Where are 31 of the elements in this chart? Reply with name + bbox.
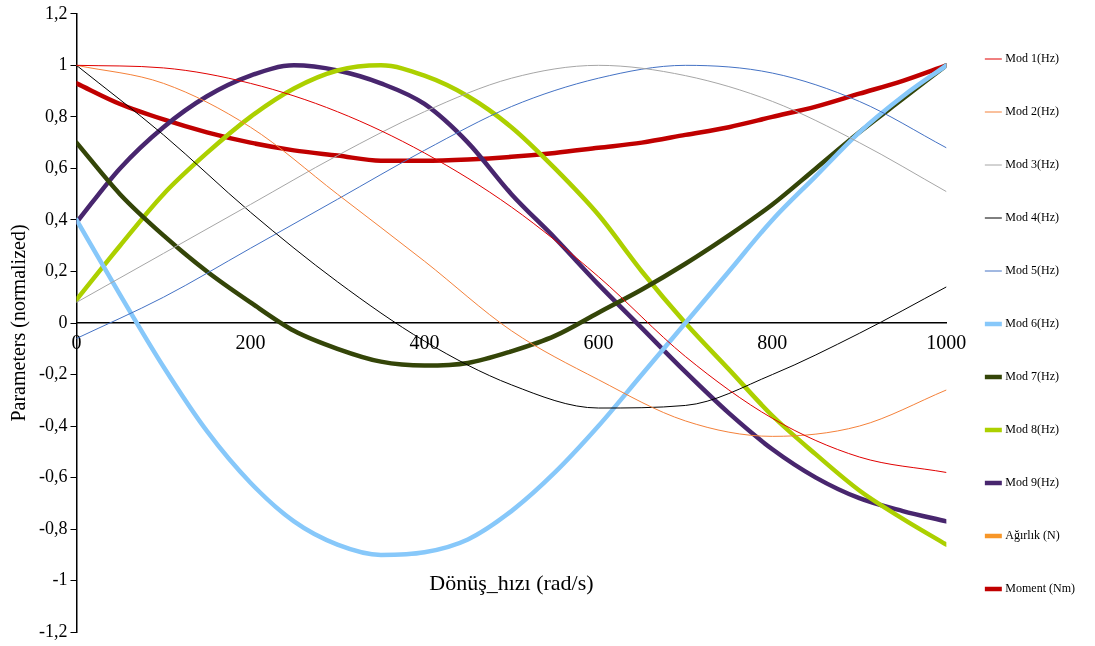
y-tick-label: 1,2 [44, 2, 68, 23]
legend-label: Moment (Nm) [1005, 581, 1075, 596]
x-tick-label: 200 [235, 331, 266, 354]
y-tick-label: -0,2 [38, 363, 68, 384]
y-tick-label: 0 [58, 311, 68, 332]
legend-label: Ağırlık (N) [1005, 528, 1060, 543]
legend-label: Mod 5(Hz) [1005, 263, 1059, 278]
line-series [76, 63, 947, 163]
y-tick-label: 0,4 [44, 208, 68, 229]
y-tick-label: 0,6 [44, 157, 68, 178]
legend-label: Mod 3(Hz) [1005, 157, 1059, 172]
y-tick-label: 0,2 [44, 260, 68, 281]
x-tick-label: 1000 [926, 331, 967, 354]
y-tick-label: -0,8 [38, 517, 68, 538]
y-tick-label: -0,4 [38, 414, 68, 435]
legend-label: Mod 7(Hz) [1005, 369, 1059, 384]
x-tick-label: 800 [757, 331, 788, 354]
legend-label: Mod 1(Hz) [1005, 51, 1059, 66]
legend-label: Mod 6(Hz) [1005, 316, 1059, 331]
x-tick-label: 600 [583, 331, 614, 354]
x-axis-title: Dönüş_hızı (rad/s) [429, 569, 594, 595]
y-tick-label: -1,2 [38, 620, 68, 641]
y-tick-label: -1 [52, 569, 68, 590]
legend-label: Mod 8(Hz) [1005, 422, 1059, 437]
legend-label: Mod 9(Hz) [1005, 475, 1059, 490]
legend-label: Mod 2(Hz) [1005, 104, 1059, 119]
y-tick-label: -0,6 [38, 466, 68, 487]
y-axis-title: Parameters (normalized) [7, 224, 31, 422]
y-tick-label: 1 [58, 54, 68, 75]
legend-label: Mod 4(Hz) [1005, 210, 1059, 225]
y-tick-label: 0,8 [44, 105, 68, 126]
